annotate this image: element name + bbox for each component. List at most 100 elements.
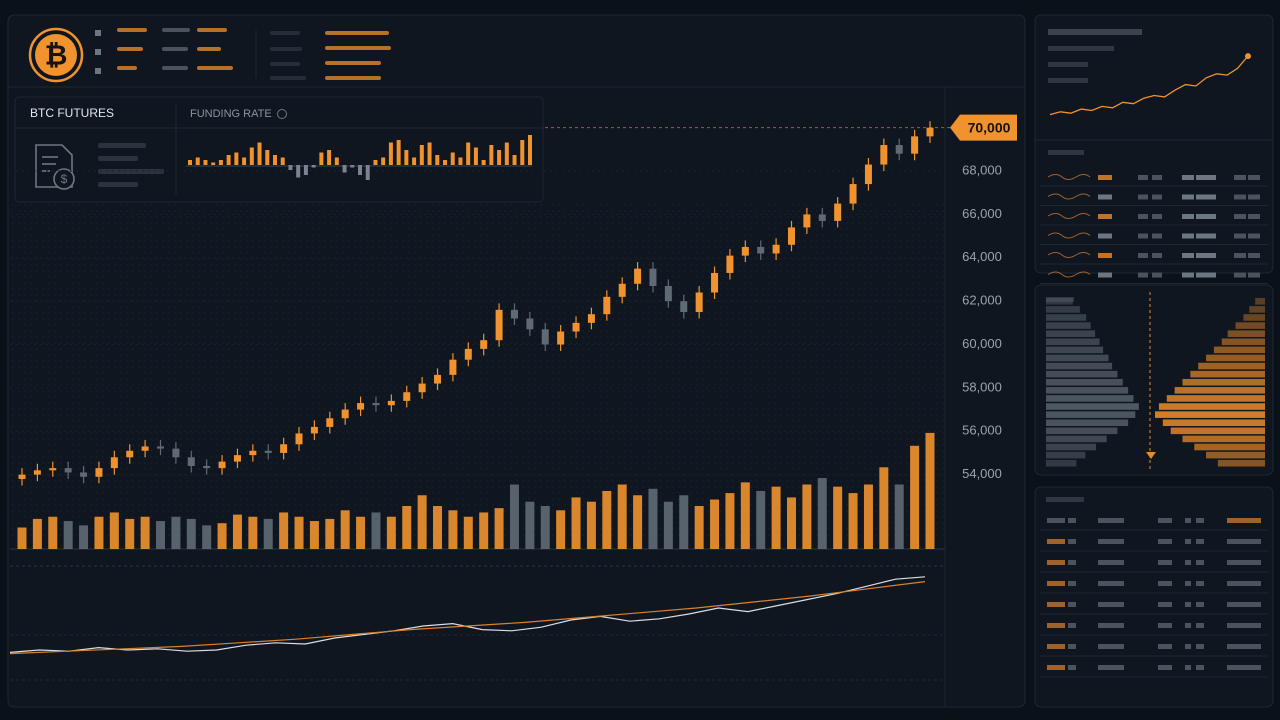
volume-bar [602,490,612,549]
placeholder [1196,623,1204,628]
placeholder [325,46,391,50]
placeholder [1048,29,1142,35]
placeholder [162,66,188,70]
volume-bar [217,523,227,549]
funding-bar [473,147,478,165]
volume-bar [356,516,366,549]
sparkline-end [1245,53,1251,60]
funding-bar [504,142,509,165]
funding-bar [520,140,525,165]
placeholder [1158,581,1172,586]
placeholder [1182,214,1194,219]
placeholder [325,76,381,80]
bid-depth [1046,330,1096,337]
placeholder [1138,214,1148,219]
placeholder [1068,602,1076,607]
funding-bar [404,150,409,165]
placeholder [1047,539,1065,544]
volume-bar [833,486,843,549]
funding-bar [466,142,471,165]
funding-bar [458,157,463,165]
placeholder [1152,214,1162,219]
placeholder [1048,62,1088,67]
placeholder [1196,272,1216,278]
placeholder [1248,194,1260,200]
placeholder [1196,214,1216,219]
placeholder [162,28,190,32]
futures-panel [14,96,544,203]
candle-body [803,214,811,228]
placeholder [1048,46,1114,51]
funding-bar [226,155,231,165]
volume-bar [109,512,119,549]
candle-body [772,244,780,254]
candle-body [541,329,549,345]
placeholder [1047,623,1065,628]
candle-body [126,450,134,458]
placeholder [1185,665,1191,670]
ask-depth [1235,322,1265,329]
candle-body [372,403,380,406]
funding-bar [257,142,262,165]
funding-bar [280,157,285,165]
candle-body [49,468,57,471]
volume-bar [802,484,812,549]
volume-bar [371,512,381,549]
volume-bar [710,499,720,549]
candle-body [157,446,165,449]
funding-bar [427,142,432,165]
funding-bar [327,150,332,165]
logo-symbol: ₿ [45,39,68,70]
placeholder [1158,518,1172,523]
candle-body [895,145,903,154]
placeholder [1248,272,1260,278]
placeholder [1158,665,1172,670]
y-tick-label: 62,000 [962,293,1002,308]
placeholder [1248,253,1260,258]
placeholder [1138,253,1148,258]
ask-depth [1249,306,1265,313]
info-icon[interactable] [277,109,287,119]
placeholder [1196,518,1204,523]
placeholder [1152,233,1162,239]
funding-bar [342,165,347,173]
placeholder [1138,272,1148,278]
volume-bar [232,514,242,549]
placeholder [1185,518,1191,523]
placeholder [325,61,381,65]
placeholder [1098,602,1124,607]
funding-bar [419,145,424,165]
candle-body [510,309,518,319]
mini-sparkline [1047,232,1091,239]
candle-body [80,472,88,477]
candle-body [557,331,565,345]
last-price-badge [950,114,1017,141]
placeholder [325,31,389,35]
volume-bar [648,488,658,549]
ask-depth [1170,427,1265,435]
placeholder [1098,539,1124,544]
candle-body [618,283,626,297]
ask-depth [1255,298,1265,305]
funding-bar [311,165,316,168]
funding-bar [296,165,301,178]
candle-body [280,444,288,453]
volume-bar [817,478,827,549]
volume-bar [679,495,689,549]
placeholder [1138,175,1148,180]
placeholder [1227,518,1261,523]
placeholder [1234,253,1246,258]
placeholder [1234,272,1246,278]
placeholder [1068,560,1076,565]
placeholder [1234,175,1246,180]
placeholder [1048,78,1088,83]
candle-body [172,448,180,458]
volume-bar [617,484,627,549]
placeholder [1182,194,1194,200]
placeholder [1152,194,1162,200]
candle-body [64,468,72,473]
candle-body [187,457,195,466]
placeholder [1196,233,1216,239]
placeholder [1098,644,1124,649]
volume-bar [863,484,873,549]
